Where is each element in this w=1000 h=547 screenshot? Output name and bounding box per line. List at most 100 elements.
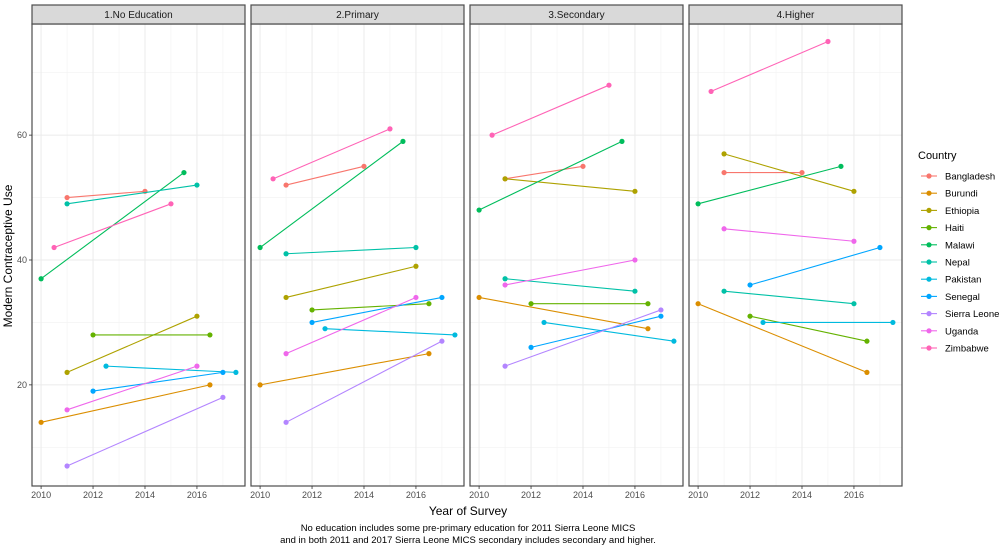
- x-tick-label: 2014: [135, 490, 155, 500]
- data-point-uganda: [413, 294, 419, 301]
- data-point-uganda: [194, 363, 200, 369]
- series-line-ethiopia: [285, 265, 417, 298]
- data-point-malawi: [619, 138, 625, 144]
- data-point-senegal: [747, 282, 753, 288]
- series-line-senegal: [530, 315, 662, 348]
- series-line-zimbabwe: [53, 203, 172, 249]
- data-point-zimbabwe: [387, 126, 393, 132]
- series-line-uganda: [285, 296, 417, 355]
- data-point-sierra-leone: [658, 307, 664, 313]
- data-point-uganda: [851, 238, 857, 244]
- legend-label: Sierra Leone: [945, 309, 999, 320]
- data-point-haiti: [864, 338, 870, 344]
- y-tick-label: 40: [17, 255, 27, 265]
- facet-strip: [31, 4, 246, 25]
- data-point-senegal: [877, 244, 883, 251]
- legend-key-point: [926, 225, 932, 231]
- data-point-uganda: [632, 257, 638, 263]
- data-point-haiti: [207, 332, 213, 338]
- data-point-ethiopia: [851, 188, 857, 194]
- legend-item: Bangladesh: [921, 172, 995, 183]
- legend-item: Sierra Leone: [921, 309, 999, 320]
- caption-line-1: No education includes some pre-primary e…: [301, 523, 636, 534]
- x-tick-label: 2014: [792, 490, 812, 500]
- x-tick-label: 2016: [187, 490, 207, 500]
- panel-3: 3.Secondary 2010 2012 2014 2016: [469, 4, 684, 500]
- y-tick-label: 60: [17, 130, 27, 140]
- data-point-senegal: [439, 294, 445, 301]
- data-point-burundi: [864, 369, 870, 375]
- series-line-pakistan: [325, 328, 455, 336]
- data-point-nepal: [413, 244, 419, 251]
- series-line-senegal: [311, 296, 443, 323]
- data-point-sierra-leone: [439, 338, 445, 344]
- x-tick-label: 2014: [573, 490, 593, 500]
- series-line-pakistan: [543, 321, 674, 342]
- x-tick-label: 2010: [469, 490, 489, 500]
- series-line-sierra-leone: [66, 396, 224, 467]
- series-line-senegal: [92, 371, 223, 392]
- x-tick-label: 2012: [740, 490, 760, 500]
- data-point-ethiopia: [64, 369, 70, 375]
- data-point-ethiopia: [413, 263, 419, 269]
- facet-strip-label: 3.Secondary: [548, 10, 604, 21]
- series-line-burundi: [478, 296, 649, 330]
- data-point-bangladesh: [64, 194, 70, 201]
- legend-item: Senegal: [921, 292, 980, 303]
- legend-key-point: [926, 293, 932, 299]
- facet-strip: [469, 4, 684, 25]
- data-point-ethiopia: [721, 151, 727, 157]
- legend-label: Senegal: [945, 292, 980, 303]
- facet-strip-label: 1.No Education: [104, 10, 172, 21]
- legend-label: Malawi: [945, 240, 975, 251]
- data-point-ethiopia: [632, 188, 638, 194]
- series-line-burundi: [259, 353, 430, 386]
- series-line-bangladesh: [67, 190, 146, 199]
- data-point-senegal: [658, 313, 664, 319]
- data-point-haiti: [309, 307, 315, 313]
- legend-label: Ethiopia: [945, 206, 980, 217]
- data-point-pakistan: [233, 369, 239, 375]
- panel-2: 2.Primary 2010 2012 2014 2016: [250, 4, 465, 500]
- data-point-malawi: [38, 276, 44, 282]
- data-point-pakistan: [452, 332, 458, 338]
- series-line-uganda: [504, 259, 636, 286]
- x-tick-label: 2012: [521, 490, 541, 500]
- panel-background: [470, 24, 683, 486]
- legend-item: Pakistan: [921, 275, 981, 286]
- series-line-haiti: [749, 315, 868, 342]
- data-point-senegal: [220, 369, 226, 375]
- series-line-bangladesh: [504, 165, 584, 180]
- facet-strip-label: 2.Primary: [336, 10, 379, 21]
- data-point-nepal: [502, 276, 508, 282]
- data-point-haiti: [645, 301, 651, 307]
- data-point-ethiopia: [283, 294, 289, 301]
- x-tick-label: 2012: [83, 490, 103, 500]
- legend-label: Pakistan: [945, 275, 981, 286]
- x-tick-label: 2010: [31, 490, 51, 500]
- legend-label: Bangladesh: [945, 172, 995, 183]
- panel-1: 1.No Education 2010 2012 2014 2016 20 40 60: [17, 4, 246, 500]
- data-point-burundi: [645, 326, 651, 332]
- series-line-burundi: [40, 384, 211, 423]
- data-point-malawi: [181, 169, 187, 176]
- data-point-bangladesh: [799, 169, 805, 176]
- series-line-uganda: [724, 228, 854, 242]
- data-point-uganda: [721, 226, 727, 232]
- data-point-burundi: [695, 301, 701, 307]
- data-point-malawi: [695, 201, 701, 207]
- series-line-senegal: [749, 246, 881, 286]
- facet-strip: [250, 4, 465, 25]
- data-point-bangladesh: [580, 163, 586, 169]
- legend-key-point: [926, 345, 932, 351]
- series-line-zimbabwe: [491, 84, 610, 136]
- series-line-sierra-leone: [285, 340, 443, 423]
- series-line-nepal: [66, 184, 198, 205]
- legend-key-point: [926, 311, 932, 317]
- series-line-zimbabwe: [272, 128, 391, 180]
- data-point-pakistan: [760, 319, 766, 326]
- data-point-bangladesh: [721, 169, 727, 176]
- data-point-ethiopia: [502, 176, 508, 182]
- data-point-bangladesh: [361, 163, 367, 169]
- legend-key-point: [926, 242, 932, 248]
